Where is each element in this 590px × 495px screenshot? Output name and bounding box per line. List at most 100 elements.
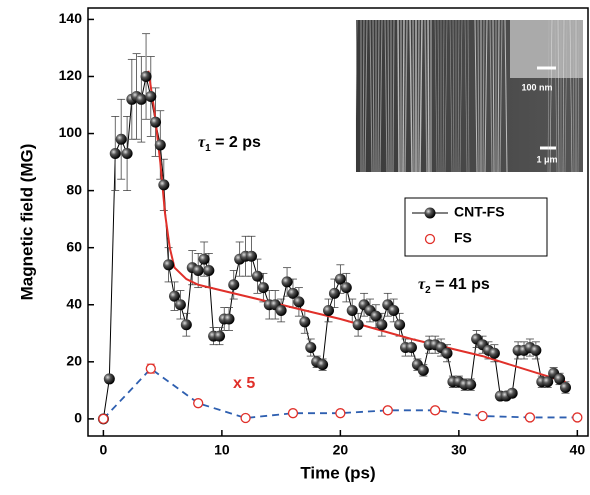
texture [464, 19, 468, 173]
fit-curve [147, 70, 566, 383]
point [477, 410, 488, 422]
texture [484, 19, 488, 173]
texture [569, 19, 573, 173]
texture [372, 19, 375, 173]
annotation-text: = 41 ps [431, 276, 490, 293]
texture [564, 19, 568, 173]
texture [424, 19, 428, 173]
point [246, 250, 258, 262]
point [394, 319, 406, 331]
y-tick-label: 140 [59, 10, 83, 26]
point [214, 330, 226, 342]
texture [482, 19, 485, 173]
texture [467, 19, 470, 173]
texture [404, 19, 408, 173]
point [168, 290, 180, 302]
legend-label: CNT-FS [454, 204, 505, 220]
y-tick-label: 20 [66, 353, 82, 369]
y-tick-label: 80 [66, 181, 82, 197]
texture [477, 19, 480, 173]
texture [427, 19, 430, 173]
x-tick-label: 40 [570, 442, 586, 458]
texture [369, 19, 373, 173]
point [346, 304, 358, 316]
point [340, 282, 352, 294]
point [203, 265, 215, 277]
point [192, 265, 204, 277]
texture [397, 19, 400, 173]
point [193, 398, 204, 409]
annotation: τ2 = 41 ps [418, 276, 490, 296]
point [281, 276, 293, 288]
texture [377, 19, 380, 173]
point [417, 364, 429, 376]
point [299, 316, 311, 328]
point [145, 90, 157, 102]
point [382, 405, 393, 416]
texture [402, 19, 405, 173]
annotation-symbol: τ [418, 276, 426, 293]
point [524, 412, 536, 423]
point [465, 379, 477, 391]
texture [557, 19, 560, 173]
legend-marker [424, 207, 436, 219]
annotation-sub: 2 [425, 285, 431, 296]
texture [492, 19, 495, 173]
texture [497, 19, 500, 173]
annotation-sub: 1 [205, 143, 211, 154]
texture [384, 19, 388, 173]
point [293, 296, 305, 308]
texture [549, 19, 553, 173]
point [154, 139, 166, 151]
texture [392, 19, 395, 173]
point [135, 93, 147, 105]
texture [362, 19, 365, 173]
annotation: τ1 = 2 ps [198, 134, 261, 154]
x-tick-label: 20 [333, 442, 349, 458]
point [198, 253, 210, 265]
point [441, 347, 453, 359]
x-tick-label: 0 [100, 442, 108, 458]
point [158, 179, 170, 191]
texture [489, 19, 493, 173]
point [554, 373, 566, 385]
texture [474, 19, 478, 173]
point [121, 148, 133, 160]
point [140, 70, 152, 82]
annotation-text: = 2 ps [211, 134, 261, 151]
inset-scale: 1 μm [536, 154, 557, 164]
texture [572, 19, 575, 173]
x-axis-label: Time (ps) [300, 463, 375, 482]
x-tick-label: 10 [214, 442, 230, 458]
texture [354, 19, 358, 173]
point [572, 412, 583, 423]
y-tick-label: 40 [66, 295, 82, 311]
texture [554, 19, 558, 173]
y-tick-label: 60 [66, 238, 82, 254]
texture [364, 19, 368, 173]
point [388, 304, 400, 316]
texture [457, 19, 460, 173]
point [287, 408, 299, 419]
point [352, 319, 364, 331]
point [334, 273, 346, 285]
point [335, 408, 346, 419]
texture [442, 19, 445, 173]
texture [444, 19, 448, 173]
plot-frame [87, 7, 589, 437]
texture [409, 19, 413, 173]
texture [577, 19, 580, 173]
point [488, 347, 500, 359]
texture [434, 19, 438, 173]
legend-label: FS [454, 230, 472, 246]
x-tick-label: 30 [451, 442, 467, 458]
texture [452, 19, 455, 173]
point [405, 342, 417, 354]
point [506, 387, 518, 399]
point [223, 313, 235, 325]
texture [504, 19, 508, 173]
point [251, 270, 263, 282]
point [180, 319, 192, 331]
point [103, 373, 115, 385]
point [150, 116, 162, 128]
